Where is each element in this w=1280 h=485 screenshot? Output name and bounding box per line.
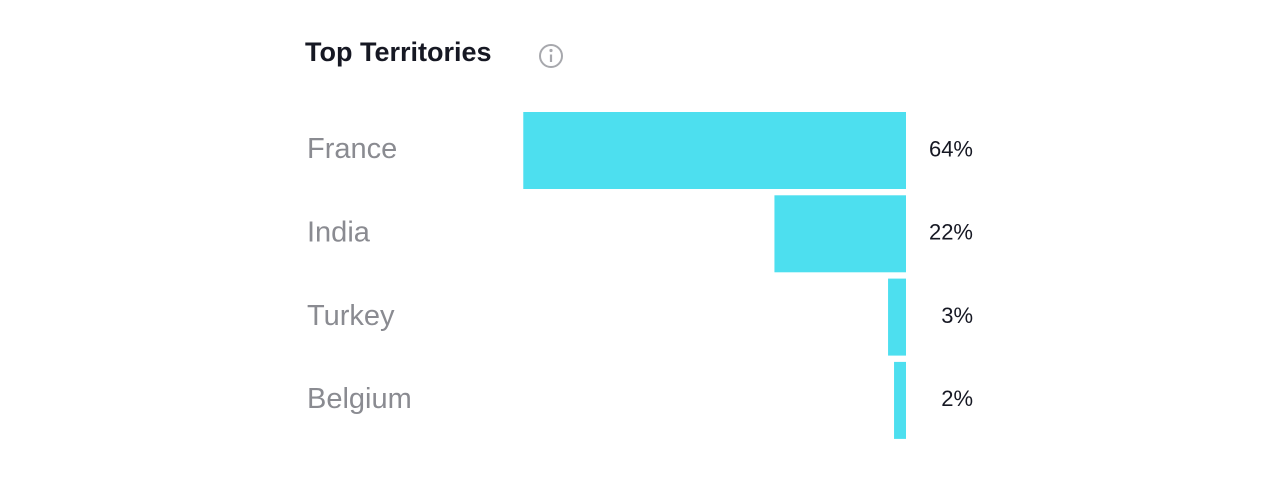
bar: [894, 361, 906, 439]
value-label: 2%: [941, 386, 973, 411]
category-label: Belgium: [307, 383, 412, 415]
chart-title: Top Territories: [305, 37, 492, 67]
category-label: India: [307, 216, 371, 248]
value-label: 3%: [941, 303, 973, 328]
bar: [523, 112, 906, 189]
category-label: France: [307, 133, 397, 165]
value-label: 64%: [929, 136, 973, 161]
value-label: 22%: [929, 220, 973, 245]
bar: [888, 278, 906, 356]
bar: [774, 195, 906, 273]
info-icon[interactable]: [539, 44, 563, 68]
category-label: Turkey: [307, 300, 395, 332]
